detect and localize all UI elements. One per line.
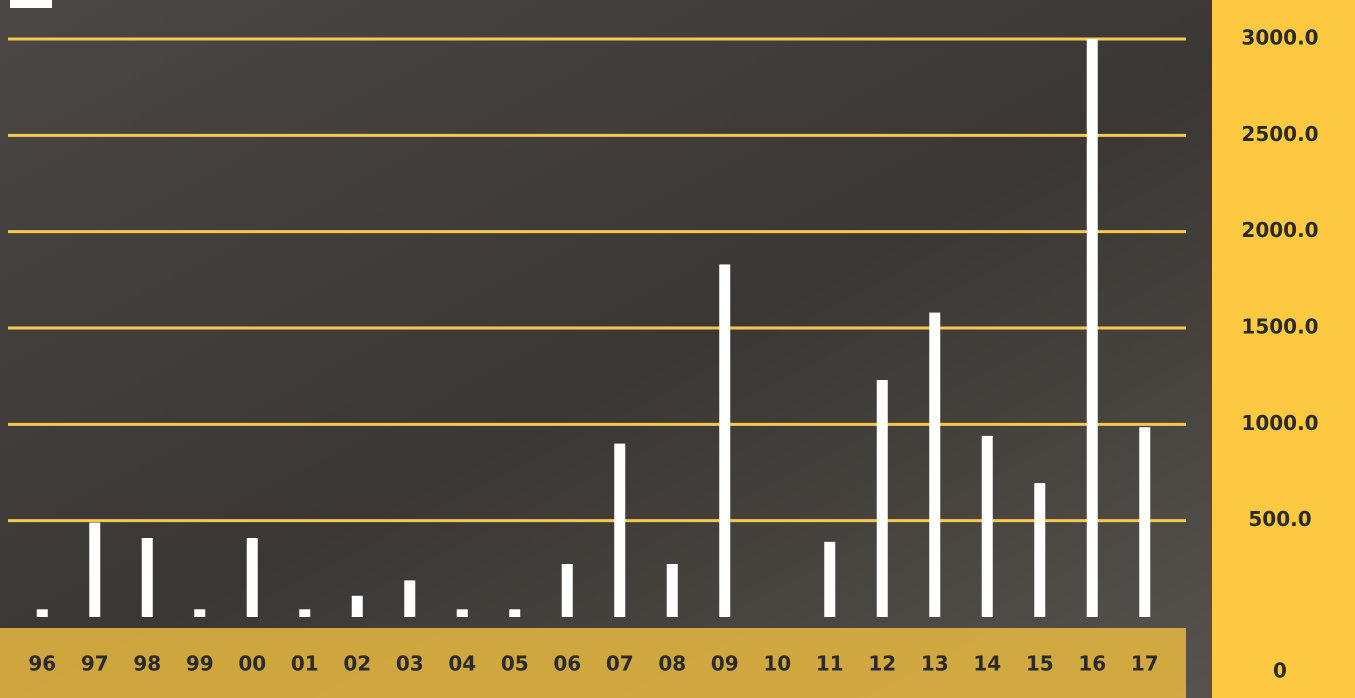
x-tick-label: 99 xyxy=(186,652,214,676)
y-tick-label: 0 xyxy=(1273,659,1287,683)
bar xyxy=(246,538,258,617)
y-tick-label: 1500.0 xyxy=(1241,315,1318,339)
bar xyxy=(509,609,521,617)
x-tick-label: 14 xyxy=(973,652,1001,676)
x-tick-label: 03 xyxy=(396,652,424,676)
y-tick-label: 3000.0 xyxy=(1241,26,1318,50)
bar xyxy=(141,538,153,617)
bar xyxy=(194,609,206,617)
bar xyxy=(404,580,416,617)
bar xyxy=(929,312,941,617)
x-tick-label: 11 xyxy=(816,652,844,676)
bar xyxy=(1139,427,1151,617)
x-tick-label: 97 xyxy=(81,652,109,676)
x-tick-label: 16 xyxy=(1078,652,1106,676)
bar xyxy=(299,609,311,617)
bar xyxy=(561,564,573,617)
y-tick-label: 500.0 xyxy=(1248,507,1311,531)
y-tick-label: 2000.0 xyxy=(1241,218,1318,242)
x-tick-label: 96 xyxy=(28,652,56,676)
bar xyxy=(876,380,888,617)
bar xyxy=(981,435,993,617)
x-tick-label: 07 xyxy=(606,652,634,676)
x-tick-label: 15 xyxy=(1026,652,1054,676)
legend-swatch xyxy=(10,0,52,8)
x-tick-label: 98 xyxy=(133,652,161,676)
x-tick-label: 09 xyxy=(711,652,739,676)
y-tick-label: 1000.0 xyxy=(1241,411,1318,435)
bar xyxy=(1034,483,1046,617)
bar xyxy=(456,609,468,617)
bar xyxy=(614,443,626,617)
bar xyxy=(36,609,48,617)
axis-panel xyxy=(1212,0,1355,698)
x-tick-label: 13 xyxy=(921,652,949,676)
x-tick-label: 05 xyxy=(501,652,529,676)
x-tick-label: 17 xyxy=(1131,652,1159,676)
bar xyxy=(89,522,101,617)
x-tick-label: 00 xyxy=(238,652,266,676)
bar xyxy=(719,264,731,617)
x-tick-label: 04 xyxy=(448,652,476,676)
x-tick-label: 10 xyxy=(763,652,791,676)
x-tick-label: 08 xyxy=(658,652,686,676)
bar xyxy=(1086,39,1098,617)
y-tick-label: 2500.0 xyxy=(1241,122,1318,146)
x-tick-label: 06 xyxy=(553,652,581,676)
bar xyxy=(824,541,836,617)
category-band xyxy=(0,628,1186,698)
x-tick-label: 02 xyxy=(343,652,371,676)
x-tick-label: 12 xyxy=(868,652,896,676)
bar xyxy=(351,595,363,617)
x-tick-label: 01 xyxy=(291,652,319,676)
bar xyxy=(666,564,678,617)
